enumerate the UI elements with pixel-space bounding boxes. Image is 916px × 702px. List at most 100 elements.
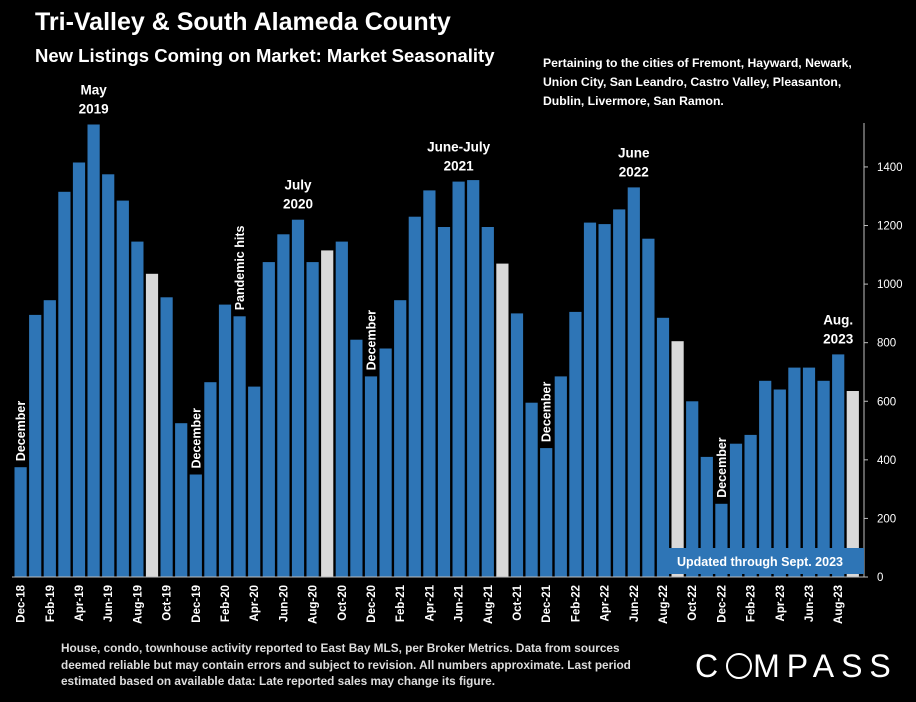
bar-mar-21 <box>408 216 421 577</box>
bar-jun-21 <box>452 181 465 577</box>
bar-sep-22 <box>671 341 684 577</box>
bar-dec-20 <box>364 376 378 577</box>
y-tick-label: 400 <box>877 455 896 467</box>
bar-jun-19 <box>102 174 115 578</box>
x-tick-label: Aug-23 <box>833 585 845 624</box>
bar-jun-23 <box>802 367 816 577</box>
x-tick-label: Dec-19 <box>191 585 203 623</box>
updated-box <box>657 548 864 574</box>
bar-sep-19 <box>145 273 159 577</box>
x-tick-label: Apr-23 <box>775 585 787 621</box>
bar-may-19 <box>87 124 100 577</box>
chart-title: Tri-Valley & South Alameda County <box>35 8 451 36</box>
bar-may-22 <box>613 209 626 577</box>
bar-feb-21 <box>394 300 407 577</box>
bar-mar-22 <box>583 222 597 577</box>
x-tick-label: Jun-22 <box>629 585 641 622</box>
bar-apr-22 <box>598 224 611 577</box>
bar-feb-22 <box>569 311 582 577</box>
x-tick-label: Aug-20 <box>308 585 320 624</box>
x-tick-label: Aug-19 <box>132 585 144 624</box>
annotation-label: 2019 <box>79 102 109 117</box>
x-tick-label: Dec-22 <box>716 585 728 623</box>
x-tick-label: Apr-21 <box>424 584 436 621</box>
x-tick-label: Feb-20 <box>220 585 232 622</box>
bar-apr-20 <box>248 386 261 577</box>
y-tick-label: 0 <box>877 572 883 584</box>
bar-jul-23 <box>817 380 830 577</box>
annotation-label: December <box>540 382 554 443</box>
annotation-label: June-July <box>427 140 491 155</box>
annotation-label: 2020 <box>283 197 313 212</box>
bar-jun-22 <box>627 187 640 577</box>
x-tick-label: Jun-19 <box>103 585 115 622</box>
bar-aug-23 <box>832 354 845 577</box>
annotation-label: December <box>189 408 203 469</box>
logo-text-left: C <box>695 648 726 684</box>
bar-oct-19 <box>160 297 173 577</box>
x-tick-label: Aug-21 <box>483 584 495 624</box>
bar-aug-21 <box>481 227 494 577</box>
annotation-label: 2023 <box>823 331 854 346</box>
bar-dec-18 <box>14 467 27 577</box>
bar-feb-20 <box>218 304 232 577</box>
bar-jul-20 <box>291 219 305 577</box>
bar-feb-19 <box>43 300 56 577</box>
y-tick-label: 600 <box>877 396 896 408</box>
bar-nov-22 <box>700 456 713 577</box>
x-tick-label: Aug-22 <box>658 585 670 624</box>
bar-jul-22 <box>642 238 655 577</box>
annotation-label: July <box>284 178 312 193</box>
bar-aug-22 <box>656 317 670 577</box>
bar-apr-19 <box>72 162 86 577</box>
bar-mar-20 <box>233 316 246 577</box>
annotation-label: Aug. <box>823 312 853 327</box>
bar-apr-21 <box>423 190 436 577</box>
bar-jun-20 <box>277 234 290 578</box>
y-tick-label: 1400 <box>877 162 903 174</box>
bar-mar-23 <box>759 380 772 577</box>
x-tick-label: Feb-23 <box>746 585 758 622</box>
bar-dec-19 <box>189 474 202 577</box>
logo-o-icon <box>726 653 753 679</box>
bar-oct-20 <box>335 241 348 577</box>
bar-oct-21 <box>510 313 524 577</box>
cities-note: Pertaining to the cities of Fremont, Hay… <box>543 56 852 108</box>
bar-may-20 <box>262 262 275 577</box>
bar-jan-19 <box>29 314 42 577</box>
annotation-label: Pandemic hits <box>233 226 247 311</box>
x-tick-label: Oct-21 <box>512 584 524 620</box>
logo-text-right: MPASS <box>753 648 898 684</box>
bar-may-23 <box>788 367 801 577</box>
bar-jan-20 <box>204 382 217 577</box>
chart-subtitle: New Listings Coming on Market: Market Se… <box>35 45 495 66</box>
x-tick-label: Feb-22 <box>570 585 582 622</box>
x-tick-label: Apr-20 <box>249 585 261 621</box>
x-tick-label: Jun-20 <box>278 585 290 622</box>
bar-apr-23 <box>773 389 786 577</box>
annotation-label: December <box>14 401 28 462</box>
bar-oct-22 <box>686 401 699 577</box>
x-tick-label: Feb-21 <box>395 584 407 622</box>
x-tick-label: Jun-21 <box>454 584 466 622</box>
y-tick-label: 1000 <box>877 279 903 291</box>
bar-jan-21 <box>379 348 392 577</box>
bar-nov-21 <box>525 402 538 577</box>
bar-sep-23 <box>846 391 859 577</box>
x-tick-label: Feb-19 <box>45 585 57 622</box>
bar-may-21 <box>437 227 451 577</box>
x-tick-label: Dec-21 <box>541 584 553 622</box>
annotation-label: December <box>365 310 379 371</box>
annotation-label: December <box>715 437 729 498</box>
bar-feb-23 <box>744 434 757 577</box>
x-tick-label: Dec-20 <box>366 585 378 623</box>
bar-sep-21 <box>496 263 509 577</box>
x-tick-label: Oct-19 <box>162 585 174 621</box>
x-tick-label: Apr-22 <box>600 585 612 621</box>
bar-jan-22 <box>554 376 567 577</box>
y-tick-label: 800 <box>877 338 896 350</box>
x-tick-label: Apr-19 <box>74 585 86 621</box>
bar-sep-20 <box>321 250 334 577</box>
bar-nov-20 <box>350 339 363 577</box>
bar-aug-19 <box>131 241 144 577</box>
